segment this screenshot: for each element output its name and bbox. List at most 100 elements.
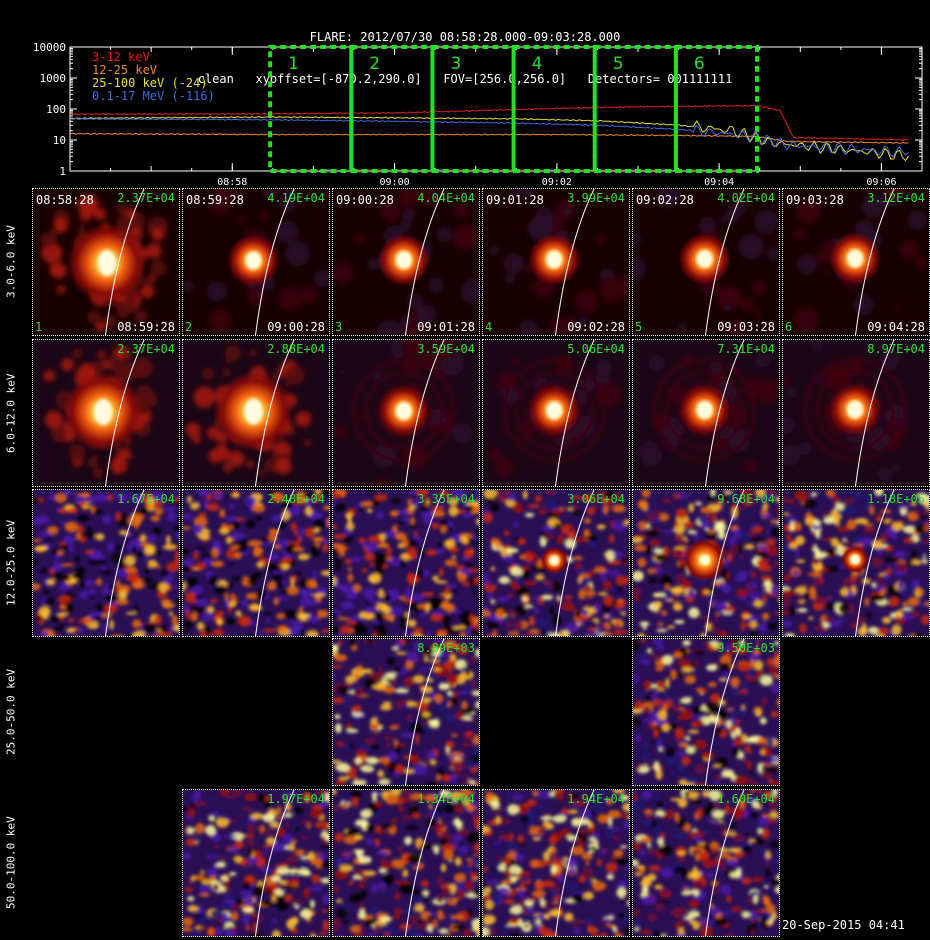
energy-band-label: 25.0-50.0 keV — [4, 668, 18, 756]
image-noise-blob — [383, 735, 393, 741]
image-noise-blob — [281, 590, 289, 595]
image-noise-blob — [256, 561, 265, 569]
image-noise-blob — [68, 507, 78, 514]
image-noise-blob — [340, 601, 355, 610]
image-noise-blob — [210, 909, 223, 919]
image-noise-blob — [95, 533, 105, 541]
image-noise-blob — [458, 889, 466, 900]
image-noise-blob — [302, 887, 311, 899]
image-noise-blob — [755, 352, 770, 368]
image-noise-blob — [709, 906, 720, 916]
image-noise-blob — [263, 628, 277, 633]
image-noise-blob — [228, 581, 234, 589]
image-noise-blob — [290, 624, 304, 631]
image-noise-blob — [231, 576, 243, 581]
image-noise-blob — [261, 829, 275, 834]
image-noise-blob — [348, 744, 356, 748]
series-line-3 — [69, 117, 909, 158]
image-noise-blob — [384, 793, 398, 805]
image-noise-blob — [887, 585, 897, 596]
image-cell: 1.60E+04 — [632, 789, 780, 937]
image-noise-blob — [518, 918, 523, 928]
image-noise-blob — [490, 599, 495, 605]
image-noise-blob — [33, 497, 41, 504]
image-noise-blob — [312, 593, 326, 598]
image-noise-blob — [561, 602, 575, 612]
image-noise-blob — [649, 577, 657, 584]
image-noise-blob — [354, 819, 369, 827]
image-noise-blob — [392, 667, 402, 673]
image-noise-blob — [793, 307, 819, 333]
image-noise-blob — [564, 882, 579, 891]
image-noise-blob — [195, 562, 206, 571]
image-noise-blob — [132, 357, 153, 379]
image-noise-blob — [711, 820, 721, 825]
image-noise-blob — [688, 919, 698, 925]
image-noise-blob — [336, 740, 345, 747]
image-noise-blob — [544, 900, 550, 911]
image-noise-blob — [637, 652, 646, 661]
image-noise-blob — [231, 492, 241, 498]
image-noise-blob — [483, 866, 488, 872]
image-noise-blob — [65, 603, 74, 614]
image-noise-blob — [344, 850, 350, 861]
image-noise-blob — [117, 589, 128, 601]
image-noise-blob — [348, 880, 355, 886]
image-noise-blob — [219, 790, 230, 797]
image-noise-blob — [674, 811, 680, 823]
image-panel — [183, 189, 329, 335]
image-noise-blob — [333, 625, 340, 636]
image-noise-blob — [67, 543, 75, 552]
image-noise-blob — [438, 683, 450, 691]
image-noise-blob — [752, 781, 760, 785]
image-noise-blob — [654, 809, 666, 817]
image-noise-blob — [453, 755, 461, 761]
image-noise-blob — [668, 910, 683, 916]
image-noise-blob — [336, 685, 348, 694]
image-noise-blob — [388, 725, 399, 730]
image-noise-blob — [192, 524, 203, 535]
image-noise-blob — [593, 501, 598, 512]
image-noise-blob — [44, 410, 63, 429]
image-noise-blob — [566, 507, 574, 511]
image-noise-blob — [573, 555, 584, 561]
image-noise-blob — [765, 850, 771, 860]
image-noise-blob — [634, 544, 646, 552]
image-noise-blob — [642, 751, 651, 763]
image-noise-blob — [186, 827, 195, 835]
image-noise-blob — [258, 793, 265, 802]
image-noise-blob — [405, 825, 419, 830]
image-noise-blob — [415, 635, 425, 636]
image-noise-blob — [616, 887, 627, 898]
energy-band-label: 50.0-100.0 keV — [4, 816, 18, 910]
image-panel — [633, 790, 779, 936]
image-noise-blob — [192, 434, 202, 444]
image-noise-blob — [184, 619, 194, 629]
image-noise-blob — [418, 612, 427, 616]
image-noise-blob — [151, 634, 162, 636]
image-noise-blob — [472, 782, 479, 785]
image-noise-blob — [883, 189, 904, 202]
source-core — [549, 555, 560, 566]
image-noise-blob — [258, 913, 263, 924]
image-noise-blob — [710, 601, 715, 606]
image-noise-blob — [658, 845, 673, 856]
image-noise-blob — [390, 510, 399, 517]
image-noise-blob — [765, 791, 771, 798]
image-noise-blob — [267, 921, 273, 927]
image-noise-blob — [588, 540, 597, 549]
image-noise-blob — [694, 739, 707, 750]
image-noise-blob — [673, 493, 681, 499]
image-noise-blob — [498, 862, 506, 872]
image-noise-blob — [585, 535, 598, 541]
image-noise-blob — [140, 284, 155, 299]
image-noise-blob — [224, 598, 229, 609]
image-noise-blob — [643, 680, 653, 690]
image-noise-blob — [370, 905, 380, 916]
image-noise-blob — [141, 413, 152, 423]
image-noise-blob — [730, 676, 740, 688]
image-noise-blob — [613, 849, 624, 858]
image-noise-blob — [503, 530, 510, 536]
image-noise-blob — [432, 639, 443, 643]
image-noise-blob — [741, 614, 752, 619]
